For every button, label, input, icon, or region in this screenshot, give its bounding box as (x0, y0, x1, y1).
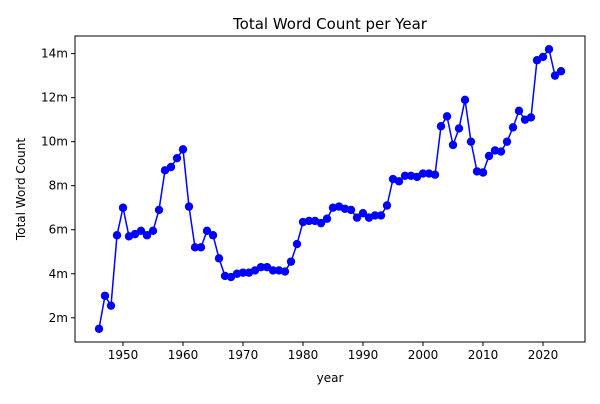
data-point (106, 301, 116, 310)
series-line (98, 47, 562, 329)
data-point (142, 231, 152, 240)
data-point (514, 106, 524, 116)
data-point (430, 170, 440, 179)
y-tick-label: 8m (49, 179, 68, 193)
data-point (448, 140, 458, 150)
y-tick-label: 6m (49, 223, 68, 237)
y-axis-label: Total Word Count (14, 138, 28, 241)
data-point (172, 153, 182, 163)
data-point (190, 243, 200, 252)
data-point (94, 324, 104, 333)
x-tick-label: 1980 (288, 348, 319, 362)
data-point (136, 226, 146, 236)
data-point (148, 226, 158, 236)
data-point (166, 162, 176, 172)
data-point (100, 291, 110, 300)
data-point (112, 231, 122, 240)
data-point (394, 177, 404, 186)
data-point (202, 226, 212, 236)
data-point (256, 262, 266, 272)
data-point (208, 231, 218, 240)
plot-area (94, 45, 566, 333)
data-point (466, 137, 476, 146)
data-point (400, 171, 410, 180)
x-tick-label: 1970 (228, 348, 259, 362)
data-point (292, 239, 302, 249)
y-axis-ticks: 2m 4m 6m 8m 10m 12m 14m (41, 47, 75, 325)
data-point (436, 122, 446, 131)
data-point (118, 203, 128, 212)
y-tick-label: 14m (41, 47, 68, 61)
data-point (484, 151, 494, 161)
data-point (478, 168, 488, 177)
data-point (178, 145, 188, 154)
chart-title: Total Word Count per Year (232, 15, 428, 33)
y-tick-label: 4m (49, 267, 68, 281)
data-point (280, 267, 290, 276)
data-point (304, 216, 314, 226)
data-point (382, 201, 392, 210)
data-point (496, 147, 506, 156)
data-point (526, 113, 536, 122)
x-tick-label: 1950 (108, 348, 139, 362)
x-tick-label: 1960 (168, 348, 199, 362)
data-point (442, 112, 452, 121)
y-tick-label: 2m (49, 311, 68, 325)
y-tick-label: 10m (41, 135, 68, 149)
data-point (376, 211, 386, 220)
data-point (418, 169, 428, 178)
x-tick-label: 2000 (408, 348, 439, 362)
data-point (544, 45, 554, 54)
data-point (460, 95, 470, 105)
x-tick-label: 2010 (468, 348, 499, 362)
data-point (538, 52, 548, 62)
data-point (322, 214, 332, 223)
data-point (508, 123, 518, 132)
data-point (346, 205, 356, 215)
data-point (454, 124, 464, 133)
data-point (358, 209, 368, 218)
data-point (352, 213, 362, 222)
data-point (154, 205, 164, 215)
data-point (370, 211, 380, 220)
data-point (196, 243, 206, 252)
data-point (316, 218, 326, 228)
data-point (556, 67, 566, 76)
data-point (214, 254, 224, 263)
x-axis-ticks: 1950 1960 1970 1980 1990 2000 2010 2020 (108, 342, 559, 362)
data-point (184, 202, 194, 211)
x-tick-label: 1990 (348, 348, 379, 362)
x-axis-label: year (317, 371, 344, 385)
y-tick-label: 12m (41, 91, 68, 105)
data-point (268, 266, 278, 275)
data-point (550, 71, 560, 80)
data-point (286, 257, 296, 266)
data-point (502, 137, 512, 146)
plot-frame (74, 35, 586, 343)
x-tick-label: 2020 (528, 348, 559, 362)
data-point (238, 268, 248, 277)
